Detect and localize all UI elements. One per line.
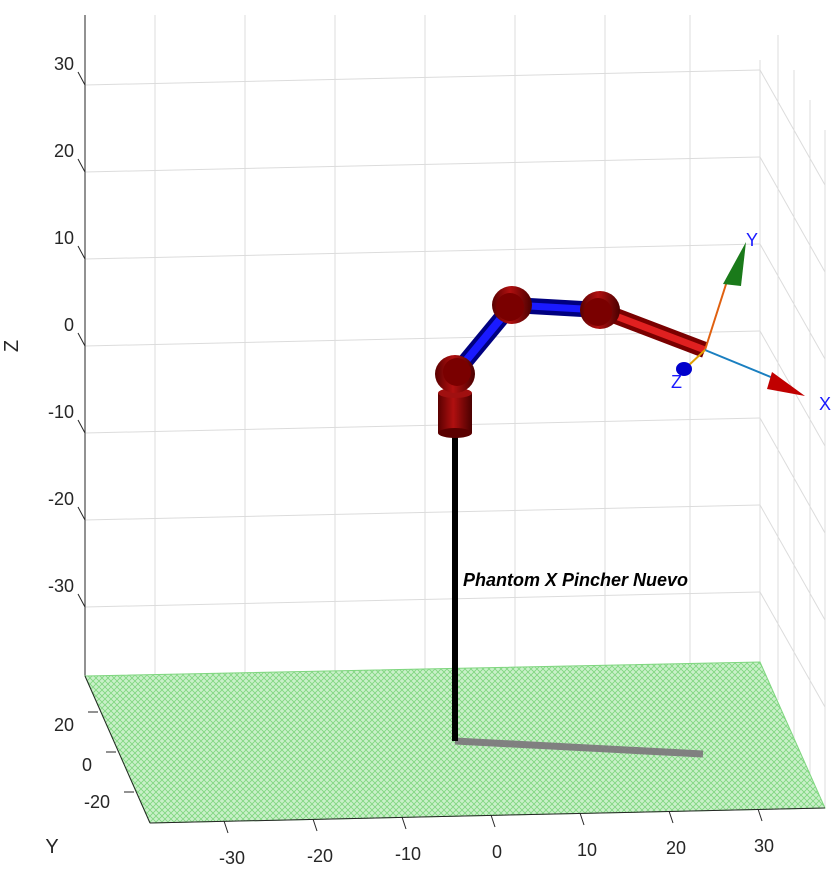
z-tick-label: 0 — [64, 315, 74, 335]
x-tick-label: -20 — [307, 846, 333, 866]
frame-x-axis-line — [704, 349, 779, 381]
frame-x-label: X — [819, 394, 831, 414]
frame-z-label: Z — [671, 372, 682, 392]
robot-base-joint — [438, 388, 472, 438]
z-tick-label: 20 — [54, 141, 74, 161]
z-tick-label: 30 — [54, 54, 74, 74]
y-axis-line — [84, 675, 151, 824]
frame-z-marker — [676, 362, 692, 376]
frame-y-label: Y — [746, 230, 758, 250]
robot-joint-2 — [492, 286, 532, 324]
y-tick-label: -20 — [84, 792, 110, 812]
y-axis-ticks: 20 0 -20 — [54, 711, 134, 812]
robot-floor-shadow — [454, 737, 704, 758]
x-tick-label: 20 — [666, 838, 686, 858]
z-axis-label: Z — [1, 340, 23, 352]
y-axis-label: Y — [45, 836, 58, 858]
robot-joint-3 — [580, 291, 620, 329]
z-axis-ticks: 30 20 10 0 -10 -20 -30 — [48, 54, 86, 608]
y-tick-label: 0 — [82, 755, 92, 775]
x-axis-ticks: -30 -20 -10 0 10 20 30 — [219, 808, 774, 868]
y-tick-label: 20 — [54, 715, 74, 735]
x-tick-label: -10 — [395, 844, 421, 864]
x-tick-label: -30 — [219, 848, 245, 868]
x-tick-label: 10 — [577, 840, 597, 860]
frame-z-axis-line — [687, 349, 706, 367]
end-effector-frame: Y X Z — [671, 230, 831, 414]
x-axis-line — [149, 807, 826, 824]
frame-x-arrowhead — [767, 372, 805, 396]
robot-joint-1 — [435, 355, 475, 393]
x-tick-label: 30 — [754, 836, 774, 856]
frame-y-axis-line — [704, 277, 729, 351]
z-tick-label: 10 — [54, 228, 74, 248]
x-tick-label: 0 — [492, 842, 502, 862]
z-tick-label: -20 — [48, 489, 74, 509]
z-tick-label: -10 — [48, 402, 74, 422]
z-tick-label: -30 — [48, 576, 74, 596]
frame-y-arrowhead — [723, 242, 746, 286]
robot-name-label: Phantom X Pincher Nuevo — [463, 570, 688, 590]
